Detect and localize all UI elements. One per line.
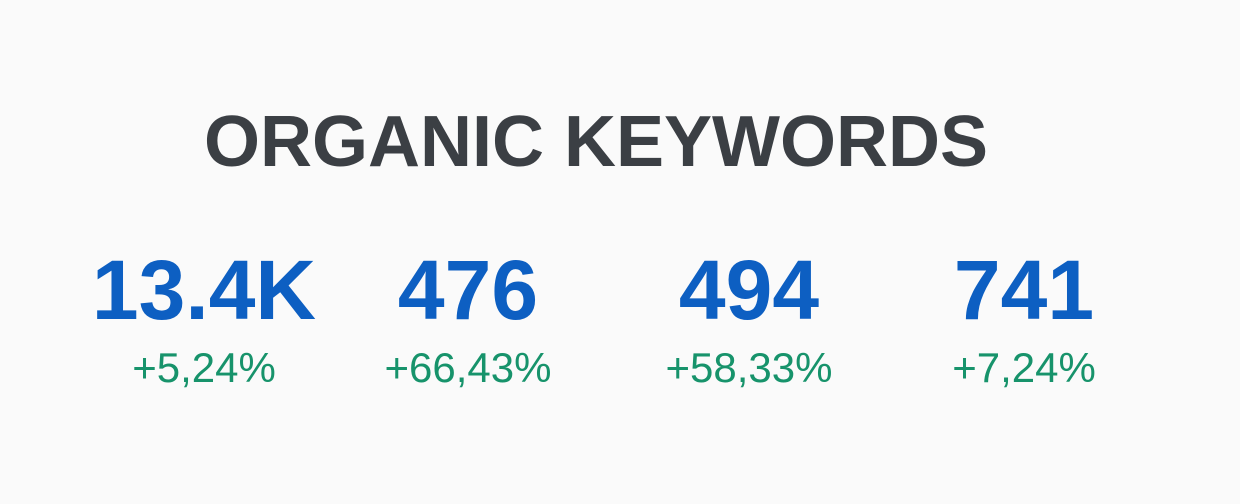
metric-4: 741 +7,24%	[884, 246, 1164, 392]
card-title: ORGANIC KEYWORDS	[204, 102, 989, 182]
metric-change: +7,24%	[952, 344, 1096, 391]
metric-2: 476 +66,43%	[328, 246, 608, 392]
metric-change: +58,33%	[665, 344, 833, 391]
metric-3: 494 +58,33%	[609, 246, 889, 392]
metric-value: 494	[678, 243, 820, 337]
metric-1: 13.4K +5,24%	[64, 246, 344, 392]
metric-value: 13.4K	[91, 243, 317, 337]
metric-change: +5,24%	[132, 344, 276, 391]
metric-change: +66,43%	[384, 344, 552, 391]
metric-value: 741	[953, 243, 1095, 337]
metric-value: 476	[397, 243, 539, 337]
